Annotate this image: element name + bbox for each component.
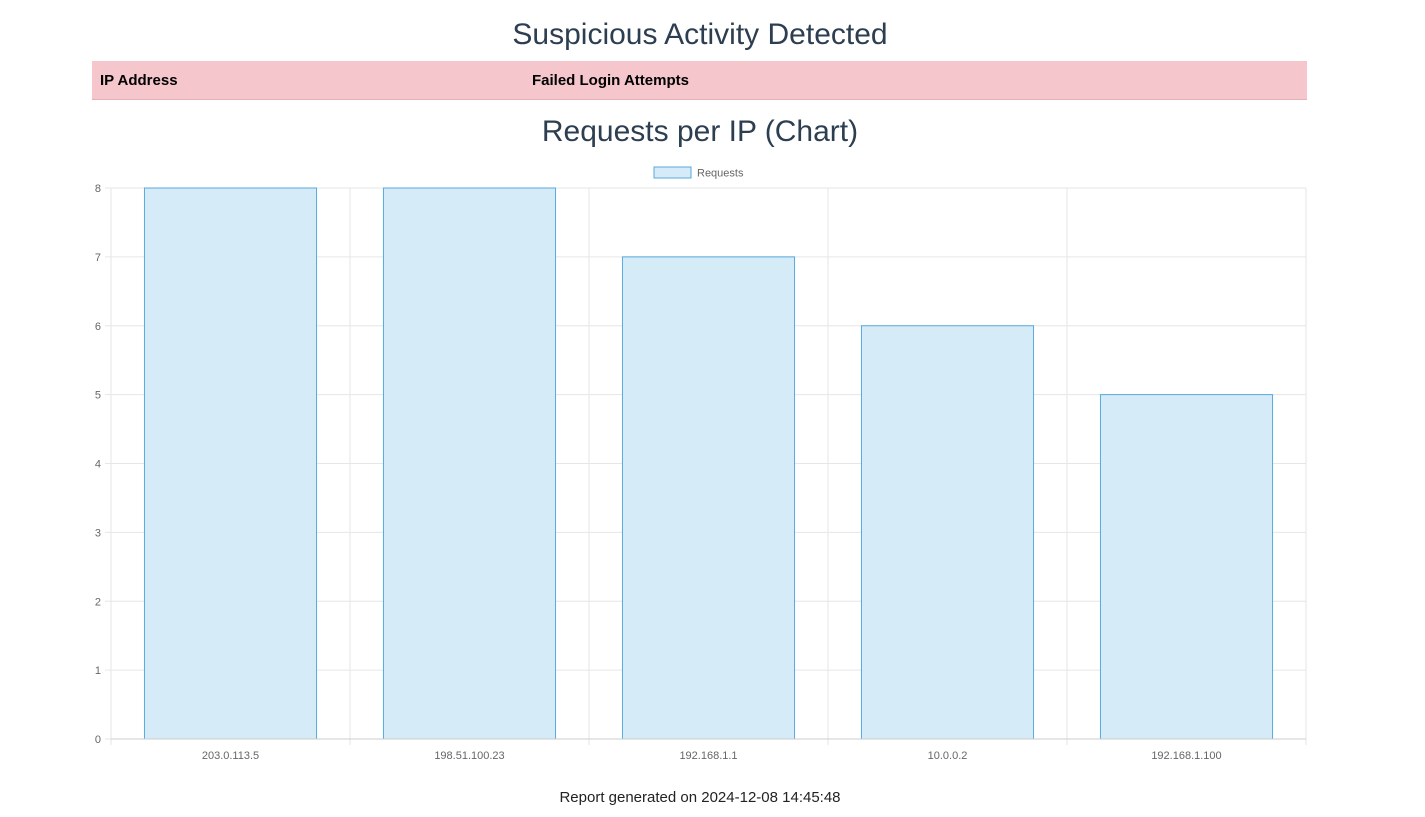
x-tick-label: 192.168.1.100 [1151,750,1221,762]
bar-198-51-100-23[interactable] [382,187,557,740]
bar-203-0-113-5[interactable] [143,187,318,740]
chart-bars [143,187,1274,740]
y-tick-label: 2 [95,596,101,608]
y-tick-label: 6 [95,321,101,333]
ip-address-column-header: IP Address [92,61,524,100]
x-tick-label: 192.168.1.1 [679,750,737,762]
failed-login-attempts-column-header: Failed Login Attempts [524,61,1307,100]
bar-192-168-1-100[interactable] [1099,394,1274,740]
bar-192-168-1-1[interactable] [621,256,796,740]
y-tick-label: 4 [95,459,101,471]
legend-swatch-requests [653,166,692,179]
x-tick-label: 10.0.0.2 [928,750,968,762]
report-timestamp: Report generated on 2024-12-08 14:45:48 [559,789,841,806]
y-tick-label: 0 [95,734,101,746]
bar-10-0-0-2[interactable] [860,325,1035,740]
y-tick-label: 8 [95,183,101,195]
x-tick-label: 198.51.100.23 [434,750,504,762]
y-tick-label: 1 [95,665,101,677]
chart-axes: 0 1 2 3 4 5 6 7 8 203.0.113.5 198.51.100.23 192.168… [95,183,1306,762]
table-header-row: IP Address Failed Login Attempts [92,61,1307,100]
suspicious-activity-table: IP Address Failed Login Attempts [92,61,1307,100]
chart-legend[interactable]: Requests [653,166,744,180]
legend-label-requests[interactable]: Requests [697,168,744,180]
page-title: Suspicious Activity Detected [512,18,888,51]
y-tick-label: 3 [95,527,101,539]
x-tick-label: 203.0.113.5 [202,750,259,762]
y-tick-label: 5 [95,390,101,402]
chart-title: Requests per IP (Chart) [541,115,859,148]
y-tick-label: 7 [95,252,101,264]
